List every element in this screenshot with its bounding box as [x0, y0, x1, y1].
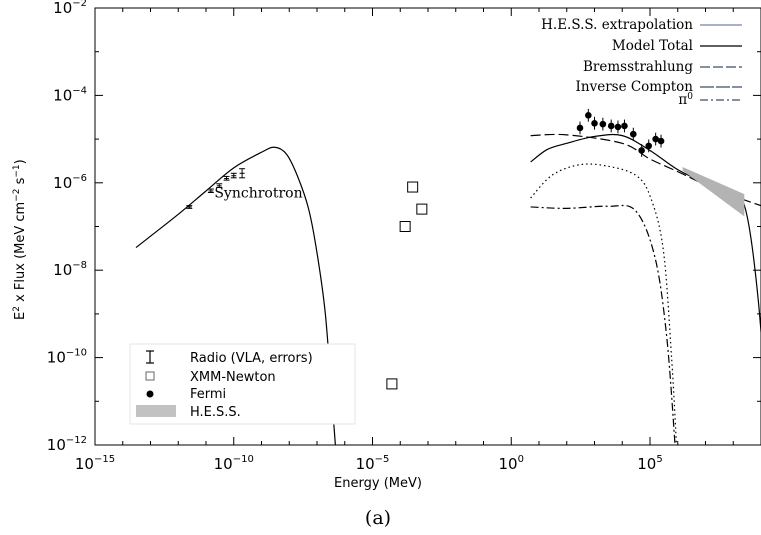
legend-points: Radio (VLA, errors) XMM-Newton Fermi H.E…: [129, 343, 356, 425]
fermi-point: [629, 130, 637, 138]
x-axis-label: Energy (MeV): [334, 476, 422, 491]
fermi-point: [585, 112, 592, 119]
xmm-point: [399, 221, 411, 232]
y-tick-label: 10−6: [53, 173, 87, 192]
x-tick-label: 10−5: [356, 454, 390, 473]
x-tick-label: 10−10: [214, 454, 254, 473]
fermi-point: [599, 120, 607, 128]
fermi-point: [638, 147, 645, 154]
fermi-point: [614, 123, 622, 131]
legend-label-pi0: π0: [678, 92, 693, 108]
hess-band: [682, 167, 745, 217]
x-tick-label: 10−15: [75, 454, 115, 473]
panel-label: (a): [365, 507, 391, 529]
legend-label-radio: Radio (VLA, errors): [190, 351, 313, 366]
legend-label-hess-extrapolation: H.E.S.S. extrapolation: [541, 17, 693, 33]
model-total-curve: [530, 133, 761, 340]
legend-label-fermi: Fermi: [190, 387, 226, 402]
fermi-point: [576, 124, 584, 132]
inverse-compton-curve: [530, 163, 678, 445]
x-tick-label: 100: [499, 454, 524, 473]
legend-lines: H.E.S.S. extrapolation Model Total Brems…: [541, 17, 742, 108]
legend-square-marker: [145, 371, 155, 381]
data-points: [186, 108, 745, 390]
legend-band-marker: [136, 405, 176, 417]
y-tick-label: 10−8: [53, 260, 87, 279]
fermi-point: [607, 122, 615, 130]
legend-label-model-total: Model Total: [612, 38, 693, 54]
legend-label-inverse-compton: Inverse Compton: [576, 79, 694, 95]
y-tick-label: 10−2: [53, 0, 87, 17]
legend-label-bremsstrahlung: Bremsstrahlung: [583, 59, 693, 75]
radio-point: [186, 205, 193, 209]
y-tick-label: 10−4: [53, 85, 87, 104]
pi0-curve: [530, 204, 676, 445]
plot-frame: [94, 7, 761, 446]
legend-circle-marker: [146, 390, 154, 398]
legend-errorbar-marker: [146, 350, 154, 364]
xmm-point: [416, 203, 428, 215]
radio-point: [216, 183, 223, 189]
fermi-point: [645, 142, 653, 150]
fermi-point: [657, 137, 665, 145]
fermi-point: [621, 122, 628, 130]
legend-label-xmm: XMM-Newton: [190, 370, 276, 385]
legend-label-hess: H.E.S.S.: [190, 405, 241, 420]
y-tick-label: 10−12: [47, 435, 87, 454]
fermi-point: [591, 119, 598, 127]
synchrotron-annotation: Synchrotron: [214, 185, 302, 201]
radio-point: [230, 172, 237, 179]
y-tick-label: 10−10: [47, 348, 87, 367]
axes-layer: 10−15 10−10 10−5 100 105 10−12 10−10 10−8 10−6 10…: [47, 0, 761, 473]
synchrotron-curve: [135, 146, 336, 445]
y-axis-label: E2 x Flux (MeV cm−2 s−1): [12, 159, 28, 320]
fermi-point: [652, 135, 659, 143]
xmm-point: [386, 378, 398, 390]
radio-point: [223, 175, 230, 181]
radio-point: [207, 188, 214, 193]
radio-point: [239, 168, 246, 179]
x-tick-label: 105: [637, 454, 662, 473]
xmm-point: [407, 181, 419, 193]
